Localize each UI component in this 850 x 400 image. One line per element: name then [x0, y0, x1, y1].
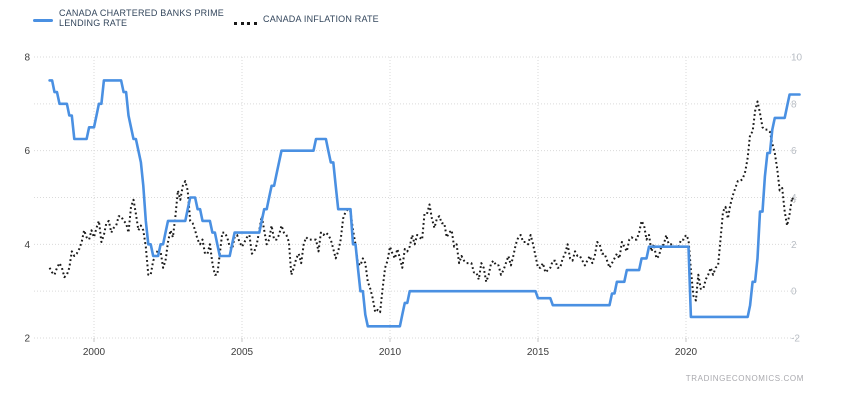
- inflation-dotted-swatch-icon: [234, 22, 257, 25]
- chart-legend: CANADA CHARTERED BANKS PRIME LENDING RAT…: [0, 0, 850, 40]
- y-axis-right-tick-label: 6: [791, 146, 797, 157]
- prime-rate-line: [48, 79, 801, 328]
- watermark: TRADINGECONOMICS.COM: [685, 374, 804, 383]
- y-axis-left-tick-label: 4: [24, 240, 30, 251]
- legend-item-prime-rate[interactable]: CANADA CHARTERED BANKS PRIME LENDING RAT…: [33, 8, 237, 28]
- x-axis-tick-label: 2000: [83, 347, 106, 358]
- y-axis-left-tick-label: 8: [24, 53, 30, 64]
- y-axis-right-tick-label: 2: [791, 240, 797, 251]
- y-axis-right-tick-label: -2: [791, 334, 800, 345]
- y-axis-right-tick-label: 8: [791, 99, 797, 110]
- y-axis-left-tick-label: 2: [24, 334, 30, 345]
- y-axis-right-tick-label: 4: [791, 193, 797, 204]
- x-axis-tick-label: 2020: [675, 347, 698, 358]
- prime-rate-line-swatch-icon: [33, 19, 53, 22]
- x-axis-tick-label: 2005: [231, 347, 254, 358]
- y-axis-left-tick-label: 6: [24, 146, 30, 157]
- legend-label-inflation: CANADA INFLATION RATE: [263, 14, 379, 24]
- y-axis-right-tick-label: 10: [791, 53, 803, 64]
- x-axis-tick-label: 2010: [379, 347, 402, 358]
- inflation-rate-line: [48, 100, 796, 314]
- legend-label-prime-rate: CANADA CHARTERED BANKS PRIME LENDING RAT…: [59, 8, 224, 28]
- legend-item-inflation[interactable]: CANADA INFLATION RATE: [234, 14, 379, 25]
- x-axis-tick-label: 2015: [527, 347, 550, 358]
- y-axis-right-tick-label: 0: [791, 287, 797, 298]
